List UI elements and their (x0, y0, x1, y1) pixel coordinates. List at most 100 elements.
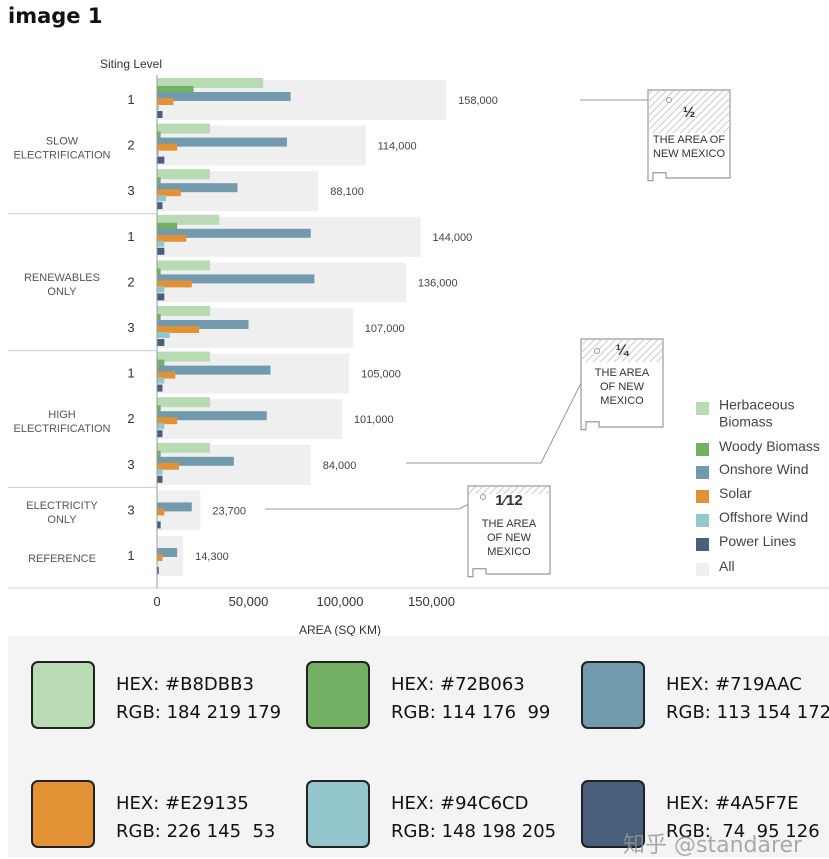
total-value-label: 23,700 (212, 505, 246, 517)
legend-label: Solar (719, 485, 752, 501)
bar-power-lines (157, 384, 163, 392)
new-mexico-annotation: ¼ THE AREA OF NEW MEXICO (406, 338, 664, 464)
annotation-fraction: 1⁄12 (495, 492, 523, 509)
bar-onshore-wind (157, 183, 238, 193)
bar-woody-biomass (157, 450, 161, 458)
swatch-hex-label: HEX: #E29135 (116, 793, 249, 814)
bar-solar (157, 417, 178, 425)
legend-label: Power Lines (719, 533, 796, 549)
bar-woody-biomass (157, 359, 165, 367)
annotation-connector (406, 350, 598, 464)
bar-onshore-wind (157, 456, 234, 466)
bar-woody-biomass (157, 314, 161, 321)
bar-offshore-wind (157, 149, 159, 156)
bar-onshore-wind (157, 320, 249, 329)
bar-solar (157, 326, 200, 333)
bar-power-lines (157, 567, 159, 574)
bar-onshore-wind (157, 92, 291, 101)
total-value-label: 88,100 (330, 186, 364, 198)
bar-power-lines (157, 156, 165, 164)
legend-swatch (696, 402, 709, 415)
bar-herbaceous-biomass (157, 306, 211, 316)
scenario-group-label: SLOW ELECTRIFICATION (14, 135, 111, 161)
siting-level-label: 2 (127, 274, 134, 289)
bar-power-lines (157, 521, 161, 529)
bar-herbaceous-biomass (157, 169, 211, 180)
hatched-fraction-area (582, 340, 662, 362)
bar-woody-biomass (157, 86, 194, 93)
bar-power-lines (157, 247, 165, 255)
bar-onshore-wind (157, 411, 267, 421)
bar-herbaceous-biomass (157, 78, 264, 88)
legend-label: Woody Biomass (719, 438, 820, 454)
legend-label: All (719, 558, 735, 574)
bar-woody-biomass (157, 177, 161, 185)
annotation-dot (594, 348, 600, 354)
swatch-hex-label: HEX: #719AAC (666, 674, 802, 695)
bar-offshore-wind (157, 104, 159, 110)
legend-label: Offshore Wind (719, 509, 808, 525)
x-tick-label: 50,000 (229, 594, 269, 609)
color-swatch (31, 661, 95, 729)
x-tick-label: 0 (153, 594, 160, 609)
new-mexico-annotation: ½ THE AREA OF NEW MEXICO (580, 89, 731, 182)
siting-level-label: 2 (127, 411, 134, 426)
annotation-text: THE AREA OF NEW MEXICO (482, 518, 537, 558)
siting-level-label: 3 (127, 502, 134, 517)
bar-solar (157, 234, 187, 242)
color-swatch (581, 780, 645, 848)
legend-swatch (696, 490, 709, 503)
bar-woody-biomass (157, 222, 178, 230)
legend-swatch (696, 563, 709, 576)
siting-level-label: 3 (127, 457, 134, 472)
bar-herbaceous-biomass (157, 397, 211, 408)
bar-offshore-wind (157, 423, 165, 430)
new-mexico-annotation: 1⁄12 THE AREA OF NEW MEXICO (265, 485, 551, 578)
annotation-connector (265, 496, 484, 510)
color-swatch (581, 661, 645, 729)
bar-herbaceous-biomass (157, 123, 211, 134)
siting-level-label: 2 (127, 138, 134, 153)
bar-herbaceous-biomass (157, 351, 211, 362)
scenario-group-label: HIGH ELECTRIFICATION (14, 409, 111, 435)
bar-solar (157, 143, 178, 151)
bar-power-lines (157, 293, 165, 301)
color-swatch (31, 780, 95, 848)
legend-item: Woody Biomass (696, 438, 820, 456)
bar-solar (157, 189, 181, 197)
legend-swatch (696, 514, 709, 527)
watermark: 知乎 @standarer (623, 833, 803, 858)
siting-level-label: 1 (127, 92, 134, 107)
swatch-rgb-label: RGB: 74 95 126 (666, 821, 820, 842)
legend-swatch (696, 538, 709, 551)
legend-item: Herbaceous Biomass (696, 397, 795, 430)
siting-level-label: 3 (127, 183, 134, 198)
annotation-fraction: ¼ (616, 342, 630, 359)
swatch-rgb-label: RGB: 148 198 205 (391, 821, 557, 842)
scenario-group-label: ELECTRICITY ONLY (26, 500, 98, 526)
legend-swatch (696, 466, 709, 479)
siting-level-label: 1 (127, 548, 134, 563)
scenario-group-label: REFERENCE (28, 553, 96, 565)
swatch-rgb-label: RGB: 226 145 53 (116, 821, 276, 842)
bar-woody-biomass (157, 131, 161, 139)
legend-label: Onshore Wind (719, 461, 808, 477)
color-swatch (306, 780, 370, 848)
legend-label: Herbaceous Biomass (719, 397, 795, 430)
legend-item: All (696, 558, 735, 576)
hatched-fraction-area (649, 91, 729, 134)
bar-offshore-wind (157, 195, 167, 202)
color-swatch-panel (8, 636, 829, 857)
bar-woody-biomass (157, 268, 161, 276)
bar-offshore-wind (157, 468, 163, 475)
bar-onshore-wind (157, 365, 271, 375)
total-value-label: 144,000 (433, 232, 473, 244)
bar-herbaceous-biomass (157, 214, 220, 225)
swatch-rgb-label: RGB: 114 176 99 (391, 702, 551, 723)
x-tick-label: 150,000 (408, 594, 455, 609)
legend-swatch (696, 443, 709, 456)
total-value-label: 107,000 (365, 323, 405, 335)
siting-level-label: 3 (127, 320, 134, 335)
bar-solar (157, 98, 174, 105)
total-value-label: 84,000 (323, 460, 357, 472)
